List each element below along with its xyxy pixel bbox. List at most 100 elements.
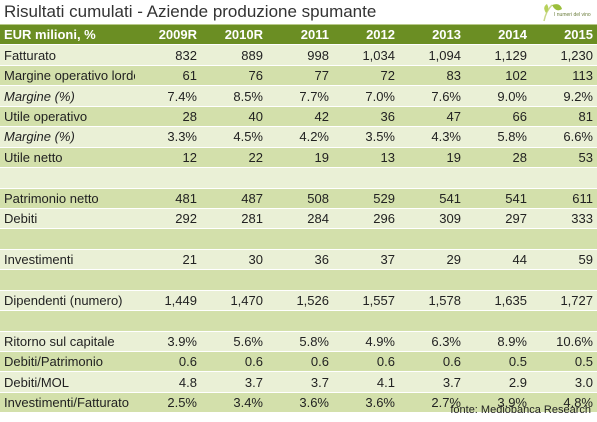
table-cell: [135, 269, 201, 291]
table-row: [0, 167, 597, 189]
header-year-2009r: 2009R: [135, 25, 201, 46]
table-cell: 611: [531, 188, 597, 209]
table-cell: 1,129: [465, 44, 531, 66]
table-cell: 102: [465, 65, 531, 87]
table-cell: 1,526: [267, 290, 333, 312]
table-cell: 1,470: [201, 290, 267, 312]
header-year-2013: 2013: [399, 25, 465, 46]
table-cell: 3.6%: [267, 392, 333, 414]
table-cell: 44: [465, 249, 531, 271]
table-cell: [135, 310, 201, 332]
table-cell: 1,449: [135, 290, 201, 312]
row-label: Patrimonio netto: [0, 188, 135, 209]
table-cell: 113: [531, 65, 597, 87]
table-row: Investimenti/Fatturato 2.5% 3.4% 3.6% 3.6% 2.…: [0, 392, 597, 414]
table-cell: 297: [465, 208, 531, 230]
table-cell: 481: [135, 188, 201, 209]
table-cell: 3.7: [399, 371, 465, 393]
table-cell: [201, 228, 267, 250]
table-cell: 3.7: [267, 371, 333, 393]
row-label: [0, 228, 135, 250]
table-cell: 1,578: [399, 290, 465, 312]
table-cell: 333: [531, 208, 597, 230]
table-cell: 9.0%: [465, 85, 531, 107]
table-cell: 832: [135, 44, 201, 66]
table-cell: 3.9%: [465, 392, 531, 414]
table-cell: 1,727: [531, 290, 597, 312]
row-label: Dipendenti (numero): [0, 290, 135, 312]
table-cell: 281: [201, 208, 267, 230]
header-year-2011: 2011: [267, 25, 333, 46]
table-cell: 81: [531, 106, 597, 128]
table-cell: 76: [201, 65, 267, 87]
table-cell: [399, 167, 465, 189]
table-cell: [465, 269, 531, 291]
table-row: Utile operativo 28 40 42 36 47 66 81: [0, 106, 597, 128]
table-row: Debiti/MOL 4.8 3.7 3.7 4.1 3.7 2.9 3.0: [0, 371, 597, 393]
table-cell: [333, 310, 399, 332]
table-cell: [201, 310, 267, 332]
table-cell: 5.6%: [201, 331, 267, 353]
row-label: Utile operativo: [0, 106, 135, 128]
table-cell: 66: [465, 106, 531, 128]
table-cell: [135, 228, 201, 250]
table-cell: 3.9%: [135, 331, 201, 353]
table-row: Ritorno sul capitale 3.9% 5.6% 5.8% 4.9% 6.3%…: [0, 331, 597, 353]
table-cell: 77: [267, 65, 333, 87]
table-cell: 30: [201, 249, 267, 271]
row-label: [0, 269, 135, 291]
table-cell: 83: [399, 65, 465, 87]
table-cell: 6.3%: [399, 331, 465, 353]
table-cell: [267, 269, 333, 291]
table-cell: 53: [531, 147, 597, 169]
wine-leaf-logo-icon: [543, 4, 562, 22]
table-cell: [267, 228, 333, 250]
table-row: Investimenti 21 30 36 37 29 44 59: [0, 249, 597, 271]
row-label: Ritorno sul capitale: [0, 331, 135, 353]
table-cell: 3.3%: [135, 126, 201, 148]
table-cell: 4.5%: [201, 126, 267, 148]
logo-caption: I numeri del vino: [554, 12, 591, 18]
table-cell: [531, 167, 597, 189]
table-cell: 3.5%: [333, 126, 399, 148]
table-row: [0, 228, 597, 250]
table-cell: 529: [333, 188, 399, 209]
table-cell: 42: [267, 106, 333, 128]
table-cell: 2.7%: [399, 392, 465, 414]
table-cell: 889: [201, 44, 267, 66]
table-row: Utile netto 12 22 19 13 19 28 53: [0, 147, 597, 169]
row-label: Debiti/MOL: [0, 371, 135, 393]
table-cell: 1,034: [333, 44, 399, 66]
table-cell: 8.5%: [201, 85, 267, 107]
table-cell: 4.2%: [267, 126, 333, 148]
table-cell: [267, 167, 333, 189]
table-cell: 5.8%: [267, 331, 333, 353]
row-label: Utile netto: [0, 147, 135, 169]
table-cell: 72: [333, 65, 399, 87]
table-cell: 309: [399, 208, 465, 230]
table-cell: 8.9%: [465, 331, 531, 353]
table-cell: 7.7%: [267, 85, 333, 107]
row-label: Fatturato: [0, 44, 135, 66]
table-cell: 284: [267, 208, 333, 230]
table-cell: [201, 167, 267, 189]
table-cell: 1,094: [399, 44, 465, 66]
financial-results-table: EUR milioni, % 2009R 2010R 2011 2012 201…: [0, 25, 597, 414]
row-label: Margine operativo lordo: [0, 65, 135, 87]
table-cell: [399, 228, 465, 250]
header-year-2012: 2012: [333, 25, 399, 46]
table-cell: [135, 167, 201, 189]
table-cell: 4.3%: [399, 126, 465, 148]
table-cell: [531, 269, 597, 291]
table-cell: 22: [201, 147, 267, 169]
table-cell: 7.6%: [399, 85, 465, 107]
table-cell: 2.9: [465, 371, 531, 393]
header-year-2010r: 2010R: [201, 25, 267, 46]
table-cell: [399, 269, 465, 291]
table-cell: 7.4%: [135, 85, 201, 107]
table-row: Debiti/Patrimonio 0.6 0.6 0.6 0.6 0.6 0.5 0.5: [0, 351, 597, 373]
table-cell: 36: [267, 249, 333, 271]
table-cell: [531, 228, 597, 250]
table-cell: 4.9%: [333, 331, 399, 353]
table-cell: 4.1: [333, 371, 399, 393]
